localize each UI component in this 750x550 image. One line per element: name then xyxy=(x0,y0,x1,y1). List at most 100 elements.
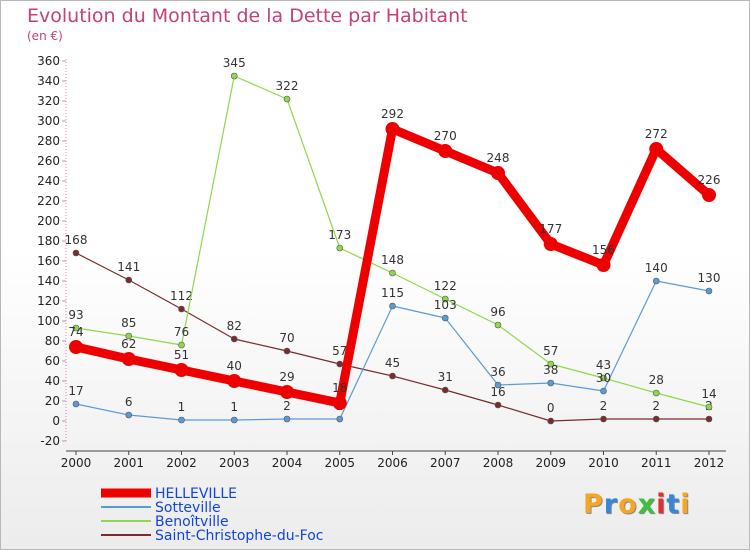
data-label: 74 xyxy=(68,325,83,339)
data-point xyxy=(125,411,133,419)
data-point xyxy=(178,416,185,424)
data-point xyxy=(652,277,660,285)
legend-label: HELLEVILLE xyxy=(155,486,237,502)
data-label: 1 xyxy=(178,400,186,414)
data-point xyxy=(336,360,344,368)
data-label: 82 xyxy=(227,319,242,333)
data-label: 17 xyxy=(68,384,83,398)
data-point xyxy=(283,95,291,103)
data-point xyxy=(441,386,449,394)
data-label: 31 xyxy=(438,370,453,384)
data-point xyxy=(230,72,238,80)
chart-title: Evolution du Montant de la Dette par Hab… xyxy=(27,5,468,27)
data-label: 18 xyxy=(332,381,347,395)
data-label: 57 xyxy=(543,344,558,358)
logo-letter: i xyxy=(680,489,691,520)
y-tick-label: 320 xyxy=(37,94,60,108)
data-point xyxy=(336,244,344,252)
data-label: 173 xyxy=(328,228,351,242)
data-point xyxy=(494,401,502,409)
data-label: 85 xyxy=(121,316,136,330)
data-point xyxy=(547,379,555,387)
data-label: 148 xyxy=(381,253,404,267)
data-point xyxy=(69,340,83,354)
data-point xyxy=(441,295,449,303)
x-tick-label: 2009 xyxy=(535,456,566,470)
data-label: 2 xyxy=(600,399,608,413)
data-point xyxy=(72,400,80,408)
legend-label: Sotteville xyxy=(155,500,221,516)
data-label: 270 xyxy=(434,129,457,143)
data-label: 168 xyxy=(65,233,88,247)
data-label: 292 xyxy=(381,107,404,121)
data-label: 36 xyxy=(490,365,505,379)
data-point xyxy=(547,360,555,368)
data-label: 115 xyxy=(381,286,404,300)
data-label: 0 xyxy=(547,401,555,415)
data-label: 272 xyxy=(645,127,668,141)
data-point xyxy=(280,385,294,399)
data-label: 43 xyxy=(596,358,611,372)
data-point xyxy=(441,314,449,322)
series-sotteville: 1761122115103363830140130 xyxy=(68,261,720,424)
data-label: 28 xyxy=(649,373,664,387)
data-label: 38 xyxy=(543,363,558,377)
y-tick-label: 60 xyxy=(45,354,60,368)
data-label: 6 xyxy=(125,395,133,409)
data-point xyxy=(705,415,713,423)
data-point xyxy=(547,417,555,425)
y-tick-label: 220 xyxy=(37,194,60,208)
legend-item: Benoîtville xyxy=(101,514,229,530)
x-tick-label: 2011 xyxy=(641,456,672,470)
data-point xyxy=(705,403,713,411)
data-label: 70 xyxy=(279,331,294,345)
data-point xyxy=(385,122,400,136)
data-point xyxy=(494,381,502,389)
y-tick-label: 140 xyxy=(37,274,60,288)
x-tick-label: 2005 xyxy=(324,456,355,470)
data-label: 122 xyxy=(434,279,457,293)
legend-label: Saint-Christophe-du-Foc xyxy=(155,528,323,544)
data-label: 156 xyxy=(592,243,615,257)
legend-item: Saint-Christophe-du-Foc xyxy=(101,528,323,544)
data-point xyxy=(600,387,607,395)
data-point xyxy=(336,415,344,423)
data-point xyxy=(178,305,185,313)
x-tick-label: 2012 xyxy=(694,456,725,470)
x-tick-label: 2002 xyxy=(166,456,197,470)
data-label: 62 xyxy=(121,337,136,351)
y-tick-label: 180 xyxy=(37,234,60,248)
y-tick-label: 100 xyxy=(37,314,60,328)
x-tick-label: 2007 xyxy=(430,456,461,470)
y-tick-label: 20 xyxy=(45,394,60,408)
data-point xyxy=(389,372,396,380)
data-label: 51 xyxy=(174,348,189,362)
data-label: 2 xyxy=(652,399,660,413)
proxiti-logo: Proxiti xyxy=(583,489,691,520)
x-tick-label: 2010 xyxy=(588,456,619,470)
data-point xyxy=(705,287,713,295)
y-tick-label: 120 xyxy=(37,294,60,308)
data-point xyxy=(125,332,133,340)
data-point xyxy=(332,396,347,410)
data-label: 96 xyxy=(490,305,505,319)
data-label: 93 xyxy=(68,308,83,322)
series-line xyxy=(75,252,710,422)
y-tick-label: -20 xyxy=(40,434,60,448)
legend-label: Benoîtville xyxy=(155,514,229,530)
data-point xyxy=(600,374,607,382)
chart-series: 1681411128270574531160222938576345322173… xyxy=(65,56,721,425)
data-point xyxy=(389,269,396,277)
chart-legend: HELLEVILLESottevilleBenoîtvilleSaint-Chr… xyxy=(101,486,323,544)
data-label: 141 xyxy=(117,260,140,274)
y-tick-label: 200 xyxy=(37,214,60,228)
data-point xyxy=(174,363,189,377)
y-tick-label: 300 xyxy=(37,114,60,128)
y-tick-label: 0 xyxy=(52,414,60,428)
data-point xyxy=(491,166,505,180)
data-label: 248 xyxy=(487,151,510,165)
data-label: 226 xyxy=(698,173,721,187)
legend-item: HELLEVILLE xyxy=(101,486,237,502)
